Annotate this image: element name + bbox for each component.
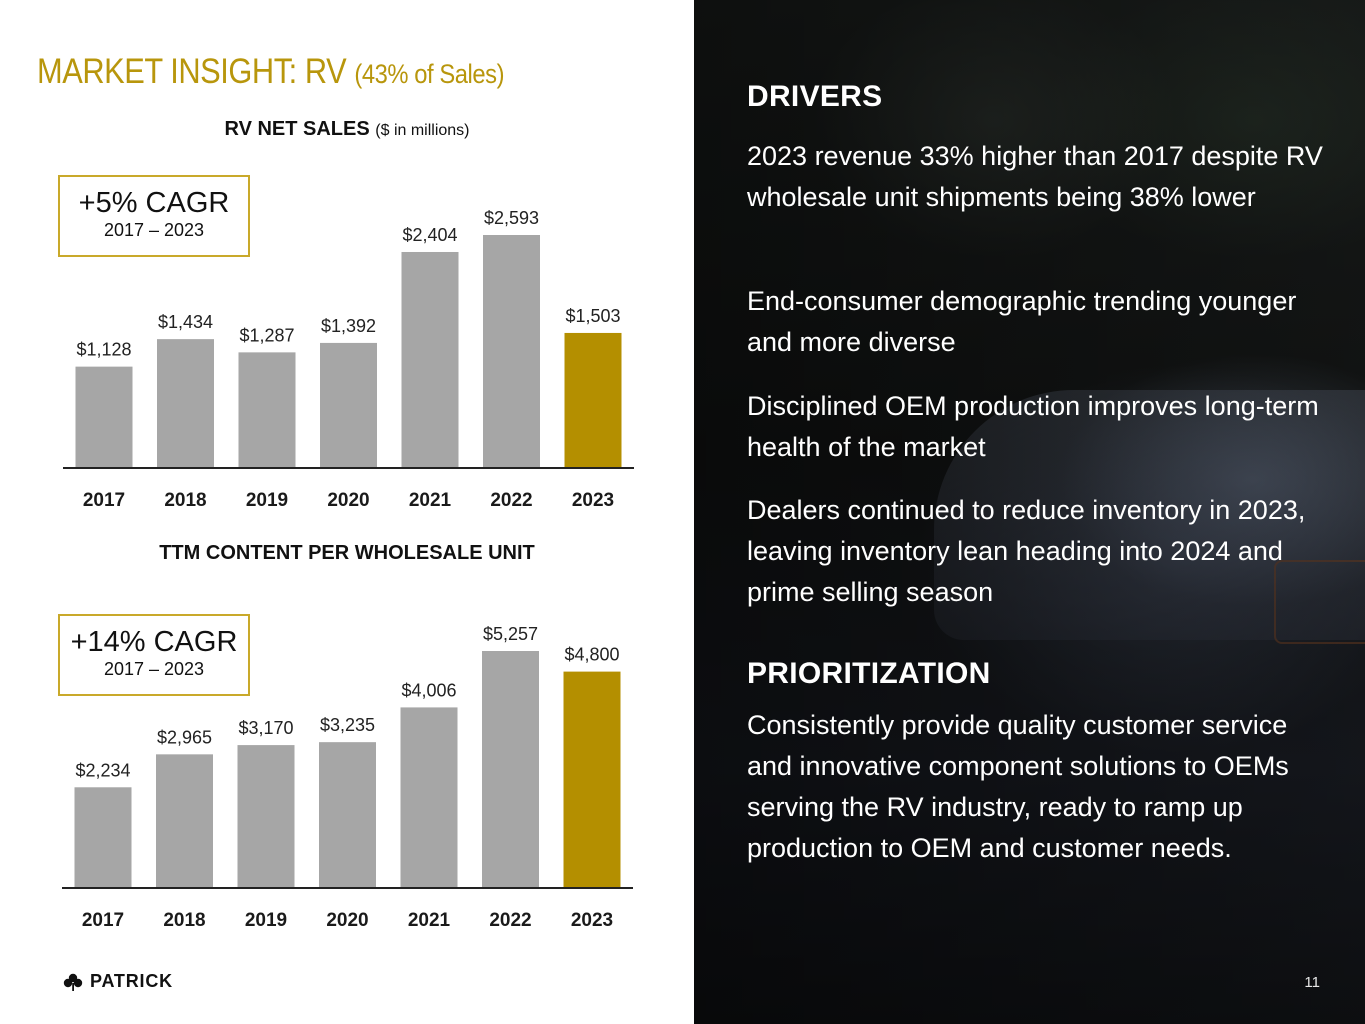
right-panel: DRIVERS 2023 revenue 33% higher than 201… xyxy=(694,0,1365,1024)
chart2-data-label-2021: $4,006 xyxy=(401,680,456,700)
chart1-rv-net-sales: $1,128 2017 $1,434 2018 $1,287 2019 $1,392 2020… xyxy=(63,208,634,511)
image-overlay xyxy=(694,0,1365,1024)
chart1-x-tick-2023: 2023 xyxy=(572,490,614,511)
chart2-x-tick-2022: 2022 xyxy=(489,910,531,931)
chart1-bar-2018 xyxy=(157,339,214,468)
chart2-bar-2023 xyxy=(563,671,621,888)
chart1-x-tick-2022: 2022 xyxy=(490,490,532,511)
left-panel: MARKET INSIGHT: RV (43% of Sales) RV NET… xyxy=(0,52,694,992)
chart2-bar-2018 xyxy=(156,754,213,888)
chart1-cagr-range: 2017 – 2023 xyxy=(103,220,205,240)
chart1-title-unit: ($ in millions) xyxy=(375,122,470,139)
chart1-bar-2017 xyxy=(75,366,133,468)
chart1-bar-2021 xyxy=(401,251,459,468)
prioritization-text: Consistently provide quality customer se… xyxy=(747,710,1289,863)
chart2-x-tick-2017: 2017 xyxy=(82,910,124,931)
chart1-x-tick-2018: 2018 xyxy=(164,490,206,511)
chart1-data-label-2017: $1,128 xyxy=(76,340,131,360)
chart2-data-label-2022: $5,257 xyxy=(483,624,538,644)
drivers-heading: DRIVERS xyxy=(747,80,883,113)
chart1-x-tick-2021: 2021 xyxy=(409,490,452,511)
chart2-bar-2020 xyxy=(319,742,376,888)
chart1-bar-2023 xyxy=(564,332,622,468)
chart1-title-text: RV NET SALES xyxy=(224,118,370,140)
logo-wordmark: PATRICK xyxy=(90,971,173,991)
chart1-data-label-2020: $1,392 xyxy=(321,316,376,336)
chart1-cagr-callout: +5% CAGR 2017 – 2023 xyxy=(58,175,250,257)
chart2-title: TTM CONTENT PER WHOLESALE UNIT xyxy=(0,542,694,565)
driver-point-2: End-consumer demographic trending younge… xyxy=(747,286,1297,357)
chart2-x-tick-2018: 2018 xyxy=(163,910,205,931)
chart2-data-label-2018: $2,965 xyxy=(157,727,212,747)
chart2-data-label-2017: $2,234 xyxy=(75,760,130,780)
chart2-x-tick-2019: 2019 xyxy=(245,910,287,931)
chart1-data-label-2019: $1,287 xyxy=(239,325,294,345)
chart1-bar-2019 xyxy=(238,352,296,468)
chart1-bar-2020 xyxy=(320,342,377,468)
chart2-x-tick-2021: 2021 xyxy=(408,910,451,931)
chart1-data-label-2023: $1,503 xyxy=(565,306,620,326)
chart2-cagr-value: +14% CAGR xyxy=(70,626,238,658)
chart2-bar-2019 xyxy=(237,745,295,888)
chart1-data-label-2022: $2,593 xyxy=(484,208,539,228)
chart1-data-label-2021: $2,404 xyxy=(402,225,457,245)
driver-point-4: Dealers continued to reduce inventory in… xyxy=(747,495,1306,607)
chart1-cagr-value: +5% CAGR xyxy=(78,187,230,219)
shamrock-icon xyxy=(63,973,83,991)
chart1-bar-2022 xyxy=(483,235,540,468)
driver-point-1: 2023 revenue 33% higher than 2017 despit… xyxy=(747,141,1323,212)
chart2-cagr-callout: +14% CAGR 2017 – 2023 xyxy=(58,614,250,696)
chart2-x-tick-2020: 2020 xyxy=(326,910,368,931)
chart2-bar-2021 xyxy=(400,707,458,888)
chart2-data-label-2019: $3,170 xyxy=(238,718,293,738)
page-title: MARKET INSIGHT: RV (43% of Sales) xyxy=(37,52,505,92)
chart2-bar-2022 xyxy=(482,651,539,888)
driver-point-3: Disciplined OEM production improves long… xyxy=(747,391,1319,462)
chart2-cagr-range: 2017 – 2023 xyxy=(103,659,205,679)
chart1-x-tick-2017: 2017 xyxy=(83,490,125,511)
chart2-title-text: TTM CONTENT PER WHOLESALE UNIT xyxy=(159,542,535,564)
page-number: 11 xyxy=(1304,974,1320,991)
chart2-data-label-2020: $3,235 xyxy=(320,715,375,735)
chart2-content-per-unit: $2,234 2017 $2,965 2018 $3,170 2019 $3,235 2020… xyxy=(62,624,633,931)
chart2-data-label-2023: $4,800 xyxy=(564,645,619,665)
prioritization-heading: PRIORITIZATION xyxy=(747,657,991,690)
patrick-logo: PATRICK xyxy=(62,971,173,992)
page-title-main: MARKET INSIGHT: RV xyxy=(37,52,347,91)
chart1-x-tick-2019: 2019 xyxy=(246,490,288,511)
chart1-data-label-2018: $1,434 xyxy=(158,312,213,332)
chart1-title: RV NET SALES ($ in millions) xyxy=(0,118,694,141)
page-title-sub: (43% of Sales) xyxy=(354,59,505,89)
chart2-bar-2017 xyxy=(74,787,132,888)
chart1-x-tick-2020: 2020 xyxy=(327,490,369,511)
chart2-x-tick-2023: 2023 xyxy=(571,910,613,931)
